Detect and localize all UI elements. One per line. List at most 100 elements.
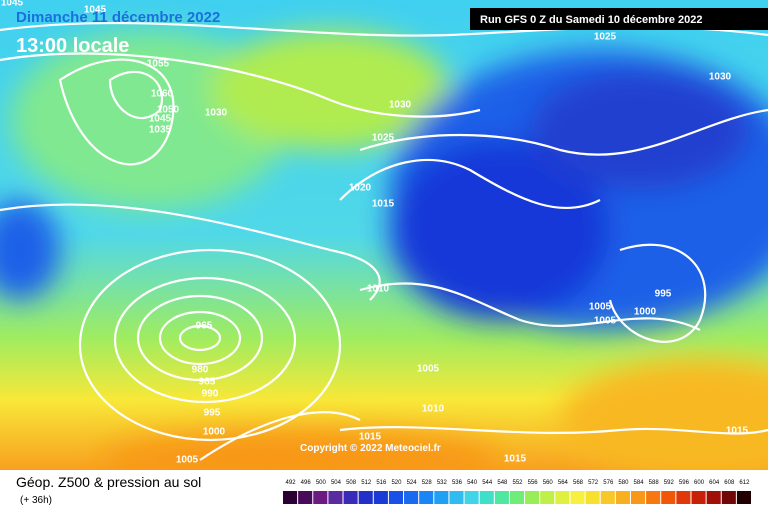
scale-swatch (298, 491, 313, 504)
isobar-label: 1045 (1, 0, 24, 9)
scale-swatch (585, 491, 600, 504)
scale-label: 492 (286, 480, 297, 486)
footer-lead: (+ 36h) (20, 495, 52, 506)
scale-label: 604 (709, 480, 720, 486)
isobar-labels: 1045105510601050104510351030102510301030… (1, 0, 749, 466)
isobar-label: 1010 (367, 284, 390, 295)
isobar-label: 995 (204, 408, 221, 419)
scale-label: 600 (694, 480, 705, 486)
footer-title: Géop. Z500 & pression au sol (16, 474, 201, 490)
isobar-label: 995 (655, 289, 672, 300)
scale-swatch (676, 491, 691, 504)
isobar-label: 1055 (147, 59, 170, 70)
scale-label: 508 (346, 480, 357, 486)
isobar-label: 1025 (372, 133, 395, 144)
isobar-label: 985 (199, 377, 216, 388)
scale-label: 544 (482, 480, 493, 486)
scale-swatch (373, 491, 388, 504)
scale-label: 556 (528, 480, 539, 486)
scale-label: 580 (618, 480, 629, 486)
scale-label: 532 (437, 480, 448, 486)
scale-swatch (464, 491, 479, 504)
isobar-label: 965 (196, 321, 213, 332)
isobar-label: 1035 (149, 125, 172, 136)
isobar-label: 1030 (389, 100, 412, 111)
isobar-label: 1000 (203, 427, 226, 438)
scale-swatch (736, 491, 751, 504)
scale-swatch (615, 491, 630, 504)
scale-label: 576 (603, 480, 614, 486)
scale-label: 568 (573, 480, 584, 486)
isobar-label: 1005 (594, 316, 617, 327)
scale-swatch (494, 491, 509, 504)
isobar-label: 1000 (634, 307, 657, 318)
isobar-label: 1050 (157, 105, 180, 116)
scale-label: 564 (558, 480, 569, 486)
scale-swatch (449, 491, 464, 504)
scale-swatch (509, 491, 525, 504)
scale-label: 572 (588, 480, 599, 486)
isobar-label: 1045 (149, 114, 172, 125)
isobar-label: 1025 (594, 32, 617, 43)
run-box (470, 8, 768, 30)
scale-label: 608 (724, 480, 735, 486)
scale-swatch (525, 491, 540, 504)
scale-label: 540 (467, 480, 478, 486)
isobar-label: 1005 (589, 302, 612, 313)
scale-label: 588 (649, 480, 660, 486)
scale-label: 504 (331, 480, 342, 486)
scale-label: 496 (301, 480, 312, 486)
isobars (0, 21, 768, 461)
isobar-label: 1045 (84, 5, 107, 16)
scale-label: 516 (376, 480, 387, 486)
scale-label: 512 (361, 480, 372, 486)
scale-label: 536 (452, 480, 463, 486)
isobar-label: 1030 (205, 108, 228, 119)
isobar-label: 980 (192, 365, 209, 376)
isobar-label: 1005 (176, 455, 199, 466)
isobar-label: 1030 (709, 72, 732, 83)
scale-label: 528 (422, 480, 433, 486)
scale-swatch (630, 491, 646, 504)
scale-label: 500 (316, 480, 327, 486)
date-label: Dimanche 11 décembre 2022 (16, 9, 220, 26)
scale-label: 524 (407, 480, 418, 486)
scale-swatch (404, 491, 419, 504)
color-scale: 492 496 500 504 508 512 516 520 524 528 532 536 540 5… (283, 480, 751, 504)
scale-swatch (646, 491, 661, 504)
scale-label: 552 (512, 480, 523, 486)
scale-swatch (313, 491, 328, 504)
scale-swatch (600, 491, 615, 504)
isobar-label: 1010 (422, 404, 445, 415)
isobar-label: 1005 (417, 364, 440, 375)
scale-label: 548 (497, 480, 508, 486)
isobar-label: 1020 (349, 183, 372, 194)
copyright: Copyright © 2022 Meteociel.fr (300, 443, 441, 454)
scale-swatch (419, 491, 434, 504)
scale-swatch (328, 491, 343, 504)
isobar-label: 1015 (726, 426, 749, 437)
isobar-label: 1015 (504, 454, 527, 465)
run-label: Run GFS 0 Z du Samedi 10 décembre 2022 (480, 14, 703, 26)
scale-label: 560 (543, 480, 554, 486)
scale-swatch (479, 491, 494, 504)
isobar-label: 1015 (359, 432, 382, 443)
scale-label: 592 (664, 480, 675, 486)
isobar-label: 990 (202, 389, 219, 400)
time-label: 13:00 locale (16, 35, 129, 57)
scale-swatch (283, 491, 298, 504)
scale-label: 520 (391, 480, 402, 486)
scale-label: 612 (739, 480, 750, 486)
scale-swatch (570, 491, 585, 504)
scale-swatch (434, 491, 449, 504)
isobar-label: 1015 (372, 199, 395, 210)
scale-swatch (540, 491, 555, 504)
scale-swatch (691, 491, 706, 504)
scale-label: 584 (634, 480, 645, 486)
isobar-label: 1060 (151, 89, 174, 100)
height-field (0, 30, 768, 490)
scale-swatch (358, 491, 373, 504)
scale-swatch (706, 491, 721, 504)
scale-swatch (661, 491, 676, 504)
